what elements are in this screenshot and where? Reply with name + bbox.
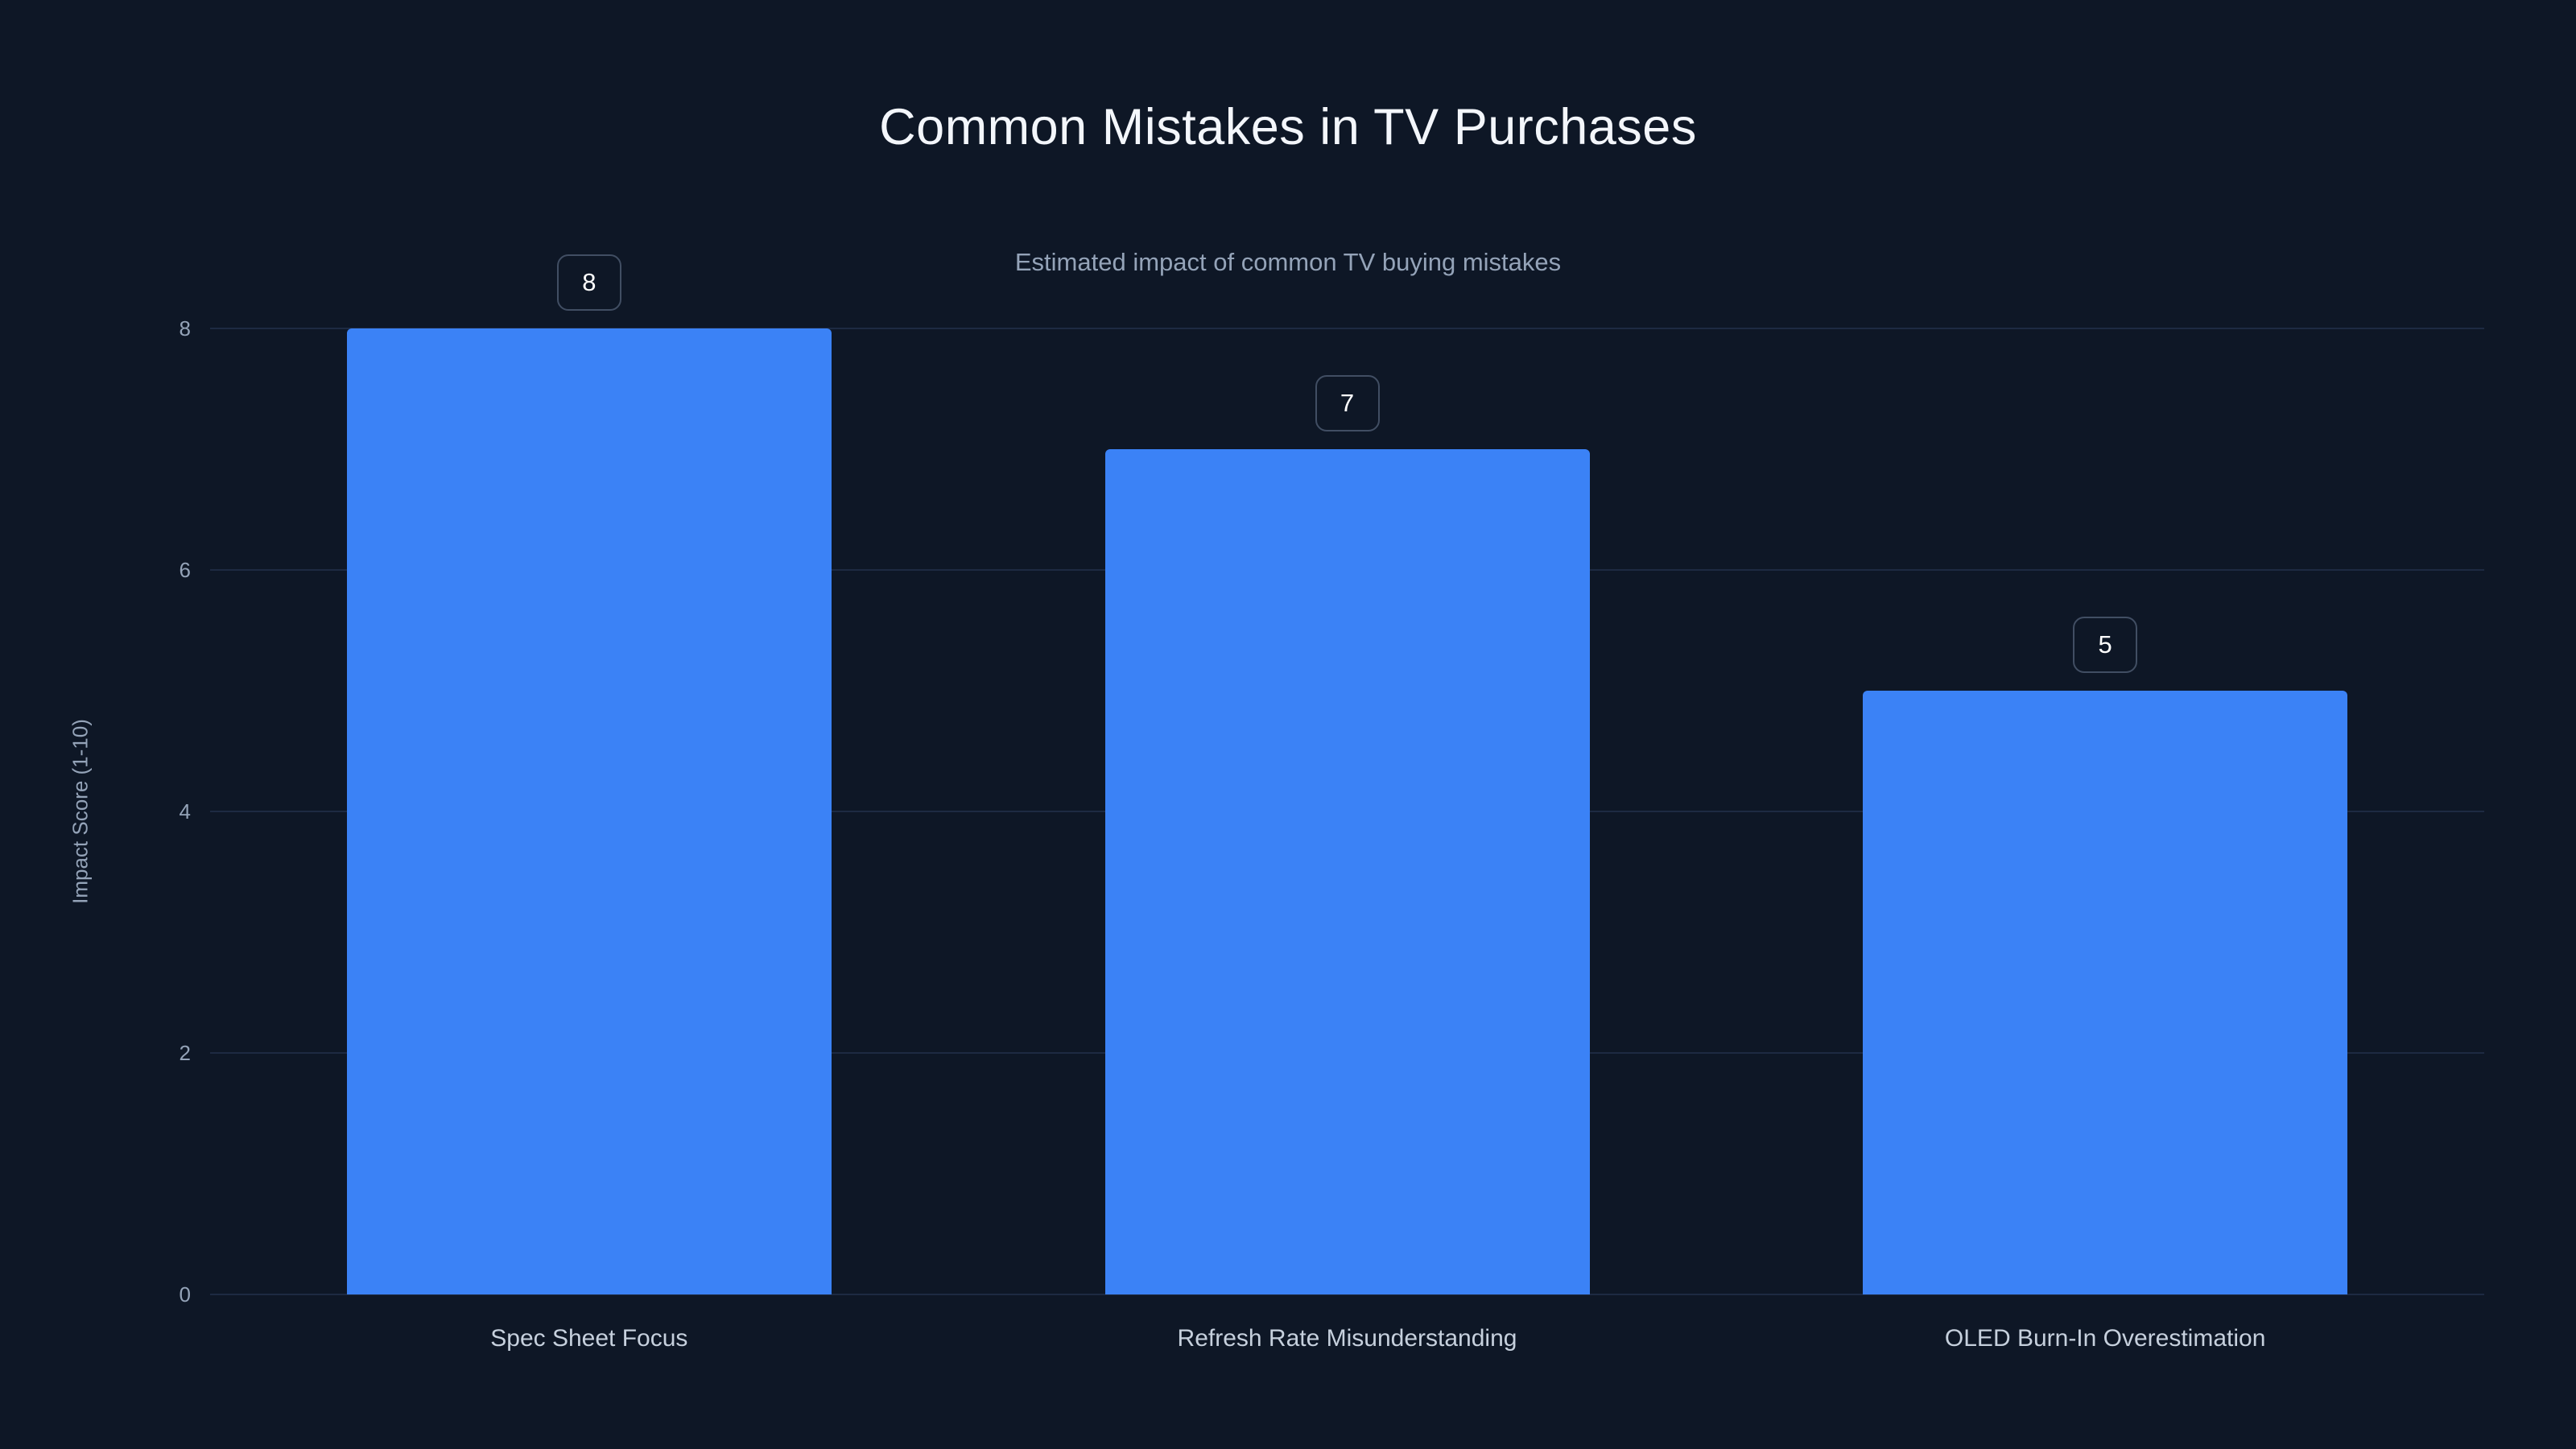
bar	[1104, 449, 1590, 1294]
x-category-label: Refresh Rate Misunderstanding	[1177, 1325, 1517, 1352]
y-tick-label: 6	[179, 558, 191, 582]
value-badge: 7	[1315, 375, 1380, 431]
gridline	[210, 1294, 2484, 1295]
chart-subtitle: Estimated impact of common TV buying mis…	[1014, 248, 1562, 276]
chart-title: Common Mistakes in TV Purchases	[879, 99, 1697, 155]
value-badge: 8	[556, 254, 621, 311]
y-tick-label: 8	[179, 316, 191, 341]
x-category-label: OLED Burn-In Overestimation	[1944, 1325, 2266, 1352]
gridline	[210, 328, 2484, 329]
y-tick-label: 4	[179, 799, 191, 824]
value-badge: 5	[2073, 617, 2138, 673]
y-tick-label: 2	[179, 1041, 191, 1065]
x-category-label: Spec Sheet Focus	[490, 1325, 688, 1352]
bar	[346, 328, 832, 1294]
bar	[1863, 691, 2348, 1294]
y-tick-label: 0	[179, 1282, 191, 1307]
plot-area: 8 7 5	[210, 254, 2484, 1295]
